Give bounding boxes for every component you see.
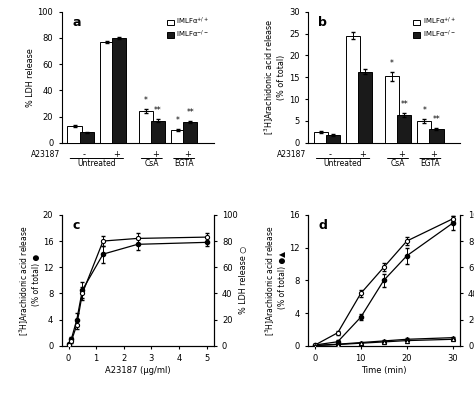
Text: EGTA: EGTA [420, 159, 440, 168]
Bar [171, 130, 185, 143]
Text: Untreated: Untreated [324, 159, 362, 168]
Text: *: * [390, 59, 394, 68]
Text: EGTA: EGTA [174, 159, 194, 168]
Bar [67, 126, 82, 143]
X-axis label: Time (min): Time (min) [361, 366, 407, 375]
Bar [314, 132, 328, 143]
X-axis label: A23187 (μg/ml): A23187 (μg/ml) [105, 366, 171, 375]
Legend: IMLFα$^{+/+}$, IMLFα$^{-/-}$: IMLFα$^{+/+}$, IMLFα$^{-/-}$ [412, 15, 456, 40]
Text: -: - [329, 150, 332, 159]
Text: -: - [83, 150, 86, 159]
Text: *: * [422, 106, 426, 115]
Text: **: ** [186, 108, 194, 117]
Text: A23187: A23187 [31, 150, 60, 159]
Text: *: * [144, 96, 147, 105]
Bar [112, 38, 126, 143]
Bar [429, 129, 444, 143]
Bar [151, 121, 165, 143]
Text: CsA: CsA [391, 159, 405, 168]
Text: **: ** [433, 115, 440, 123]
Y-axis label: $[^{3}$H]Arachidonic acid release
(% of total): $[^{3}$H]Arachidonic acid release (% of … [263, 19, 286, 135]
Text: **: ** [400, 100, 408, 109]
Bar [183, 122, 198, 143]
Bar [385, 76, 399, 143]
Bar [138, 111, 153, 143]
Bar [358, 72, 373, 143]
Text: Untreated: Untreated [78, 159, 116, 168]
Text: a: a [72, 16, 81, 29]
Y-axis label: $[^{3}$H]Arachidonic acid release
(% of total) ●▲: $[^{3}$H]Arachidonic acid release (% of … [264, 225, 287, 336]
Text: c: c [72, 219, 80, 232]
Bar [397, 115, 411, 143]
Text: *: * [176, 116, 180, 125]
Bar [80, 132, 94, 143]
Y-axis label: % LDH release ○: % LDH release ○ [239, 246, 248, 314]
Y-axis label: $[^{3}$H]Arachidonic acid release
(% of total) ●: $[^{3}$H]Arachidonic acid release (% of … [18, 225, 41, 336]
Bar [326, 135, 340, 143]
Text: CsA: CsA [145, 159, 159, 168]
Text: **: ** [154, 106, 162, 115]
Text: +: + [359, 150, 366, 159]
Text: b: b [319, 16, 328, 29]
Text: +: + [152, 150, 159, 159]
Text: A23187: A23187 [277, 150, 307, 159]
Text: +: + [430, 150, 438, 159]
Text: +: + [398, 150, 405, 159]
Y-axis label: % LDH release: % LDH release [26, 48, 35, 107]
Bar [417, 121, 431, 143]
Text: +: + [113, 150, 120, 159]
Legend: IMLFα$^{+/+}$, IMLFα$^{-/-}$: IMLFα$^{+/+}$, IMLFα$^{-/-}$ [166, 15, 210, 40]
Text: +: + [184, 150, 191, 159]
Bar [100, 42, 114, 143]
Bar [346, 36, 360, 143]
Text: d: d [319, 219, 328, 232]
